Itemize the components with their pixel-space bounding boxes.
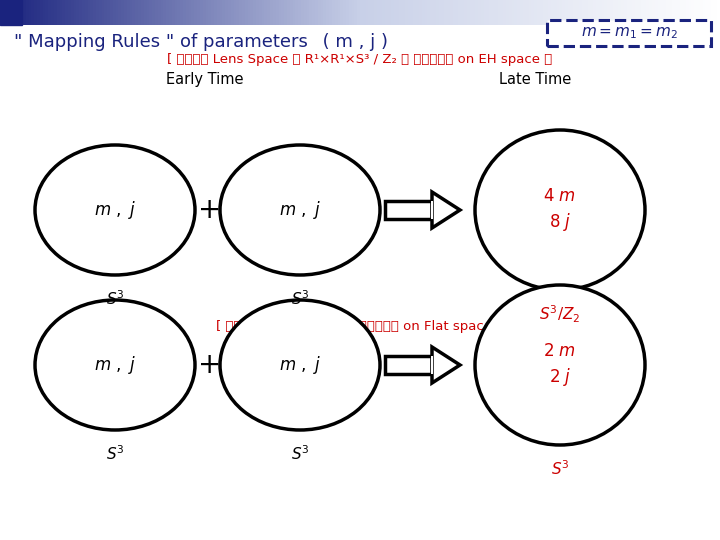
Text: $S^3$: $S^3$ bbox=[291, 444, 310, 463]
Text: $m\ ,\ j$: $m\ ,\ j$ bbox=[279, 354, 321, 376]
Text: $m\ ,\ j$: $m\ ,\ j$ bbox=[94, 354, 136, 376]
Text: +: + bbox=[198, 351, 222, 379]
Polygon shape bbox=[432, 347, 460, 383]
Text: $S^3$: $S^3$ bbox=[551, 459, 570, 478]
Bar bbox=[431, 356, 433, 374]
Text: Early Time: Early Time bbox=[166, 72, 244, 87]
Text: $m\ ,\ j$: $m\ ,\ j$ bbox=[94, 199, 136, 221]
Ellipse shape bbox=[220, 145, 380, 275]
Bar bbox=[431, 201, 433, 219]
Text: $4\ m$: $4\ m$ bbox=[544, 187, 577, 205]
Ellipse shape bbox=[220, 300, 380, 430]
Text: +: + bbox=[198, 196, 222, 224]
Text: $S^3$: $S^3$ bbox=[106, 289, 125, 308]
Text: [ 漸近平坦　（ R¹×R¹×S³ ） な時空］（ on Flat space ）: [ 漸近平坦 （ R¹×R¹×S³ ） な時空］（ on Flat space … bbox=[216, 320, 504, 333]
Bar bbox=[385, 201, 432, 219]
Text: $m = m_1 = m_2$: $m = m_1 = m_2$ bbox=[580, 25, 678, 41]
Text: $8\ j$: $8\ j$ bbox=[549, 211, 571, 233]
Text: $S^3 / Z_2$: $S^3 / Z_2$ bbox=[539, 304, 580, 326]
Bar bbox=[385, 356, 432, 374]
Ellipse shape bbox=[35, 300, 195, 430]
Text: $2\ m$: $2\ m$ bbox=[544, 342, 577, 360]
FancyBboxPatch shape bbox=[547, 20, 711, 46]
Polygon shape bbox=[432, 192, 460, 228]
Text: " Mapping Rules " of parameters  ( m , j ): " Mapping Rules " of parameters ( m , j … bbox=[14, 33, 388, 51]
Ellipse shape bbox=[35, 145, 195, 275]
Text: $S^3$: $S^3$ bbox=[106, 444, 125, 463]
Text: $S^3$: $S^3$ bbox=[291, 289, 310, 308]
Text: $m\ ,\ j$: $m\ ,\ j$ bbox=[279, 199, 321, 221]
Ellipse shape bbox=[475, 130, 645, 290]
Text: Late Time: Late Time bbox=[499, 72, 571, 87]
Text: [ 漸近的に Lens Space （ R¹×R¹×S³ / Z₂ ） な時空］（ on EH space ）: [ 漸近的に Lens Space （ R¹×R¹×S³ / Z₂ ） な時空］… bbox=[167, 53, 553, 66]
Text: $2\ j$: $2\ j$ bbox=[549, 366, 571, 388]
Ellipse shape bbox=[475, 285, 645, 445]
Bar bbox=[0, 0, 22, 25]
